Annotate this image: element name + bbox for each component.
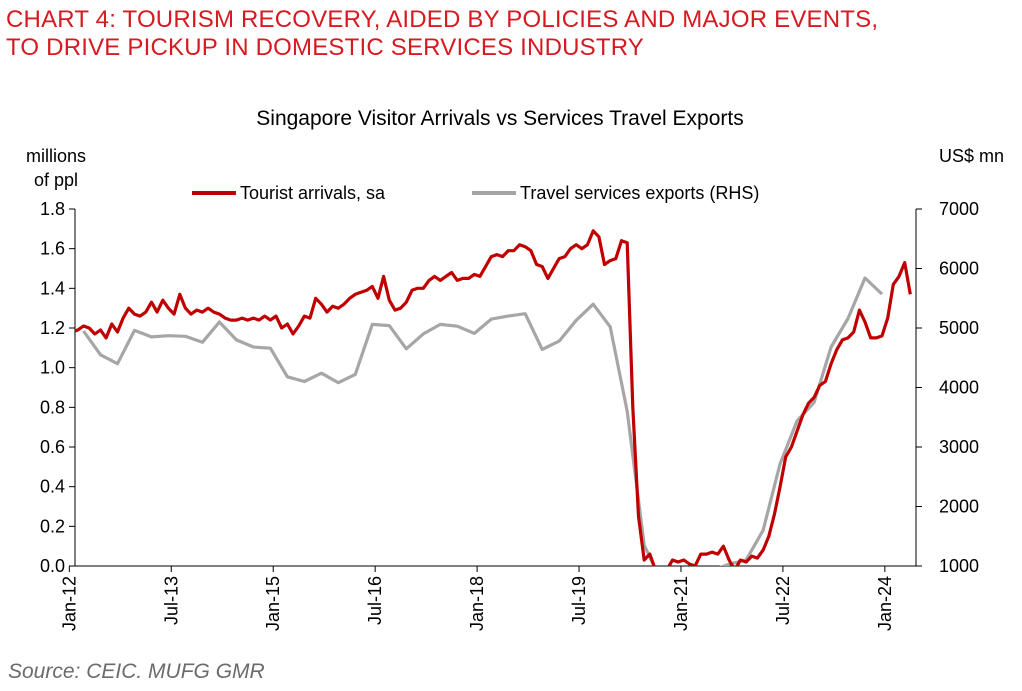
headline-line-2: TO DRIVE PICKUP IN DOMESTIC SERVICES IND… (6, 34, 645, 61)
x-tick-label: Jul-19 (569, 576, 589, 625)
source-note: Source: CEIC. MUFG GMR (8, 660, 265, 683)
right-tick-label: 1000 (939, 556, 979, 576)
x-tick-label: Jan-24 (875, 576, 895, 631)
legend: Tourist arrivals, sa Travel services exp… (192, 183, 759, 203)
legend-label-tourist: Tourist arrivals, sa (240, 183, 386, 203)
left-tick-label: 0.4 (40, 477, 65, 497)
left-tick-label: 0.2 (40, 516, 65, 536)
series-line-travel-exports (82, 276, 884, 566)
right-tick-label: 7000 (939, 199, 979, 219)
right-tick-label: 2000 (939, 497, 979, 517)
left-tick-label: 1.0 (40, 358, 65, 378)
left-axis-label-line-2: of ppl (34, 170, 78, 190)
left-tick-label: 1.2 (40, 318, 65, 338)
x-tick-label: Jul-16 (365, 576, 385, 625)
left-tick-label: 1.8 (40, 199, 65, 219)
chart-title: Singapore Visitor Arrivals vs Services T… (256, 107, 743, 130)
right-tick-label: 6000 (939, 259, 979, 279)
right-tick-label: 4000 (939, 378, 979, 398)
x-tick-label: Jan-12 (59, 576, 79, 631)
legend-label-travel: Travel services exports (RHS) (520, 183, 759, 203)
left-tick-label: 0.0 (40, 556, 65, 576)
left-axis-ticks: 0.0 0.2 0.4 0.6 0.8 1.0 1.2 1.4 1.6 1.8 (40, 199, 75, 576)
x-tick-label: Jul-13 (161, 576, 181, 625)
headline-line-1: CHART 4: TOURISM RECOVERY, AIDED BY POLI… (6, 6, 879, 33)
left-tick-label: 1.6 (40, 239, 65, 259)
left-tick-label: 0.8 (40, 397, 65, 417)
x-axis-ticks: Jan-12 Jul-13 Jan-15 Jul-16 Jan-18 Jul-19 Jan-… (59, 566, 895, 631)
left-tick-label: 1.4 (40, 278, 65, 298)
right-tick-label: 3000 (939, 437, 979, 457)
left-axis-label-line-1: millions (26, 146, 86, 166)
right-tick-label: 5000 (939, 318, 979, 338)
series-line-tourist-arrivals (75, 229, 912, 566)
right-axis-label: US$ mn (939, 146, 1004, 166)
left-tick-label: 0.6 (40, 437, 65, 457)
x-tick-label: Jan-15 (263, 576, 283, 631)
chart-headline: CHART 4: TOURISM RECOVERY, AIDED BY POLI… (6, 6, 878, 62)
x-tick-label: Jan-21 (671, 576, 691, 631)
x-tick-label: Jan-18 (467, 576, 487, 631)
x-tick-label: Jul-22 (773, 576, 793, 625)
right-axis-ticks: 1000 2000 3000 4000 5000 6000 7000 (916, 199, 979, 576)
